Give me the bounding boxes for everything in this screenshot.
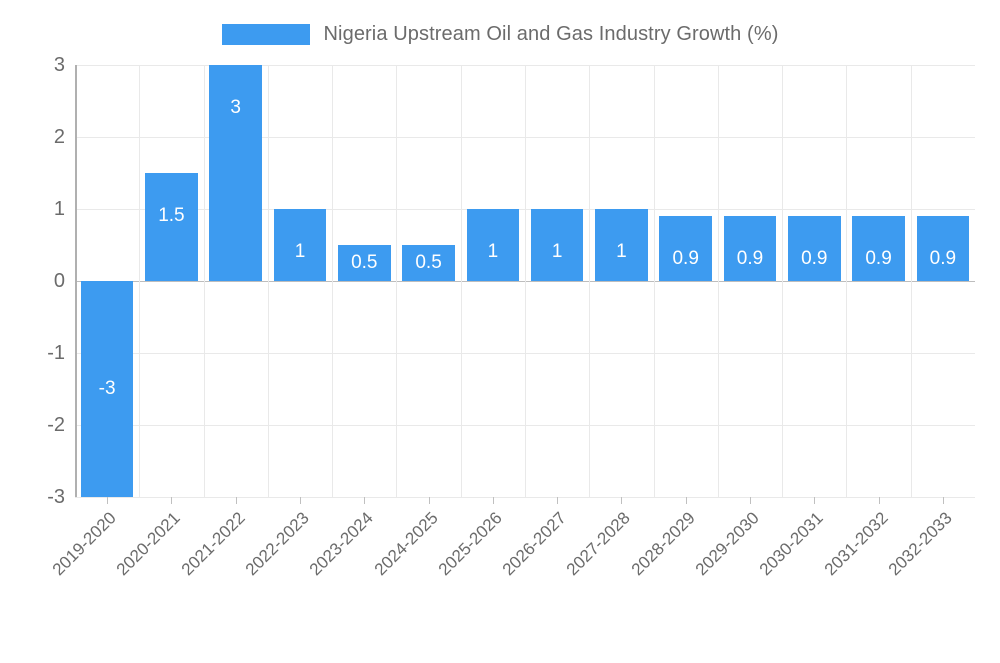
bar[interactable]: 1 (530, 209, 584, 281)
x-axis-tick-mark (750, 497, 751, 504)
bar[interactable]: 3 (209, 65, 263, 281)
bar-value-label: 1 (616, 241, 627, 262)
x-axis-tick-mark (685, 497, 687, 504)
bar-value-label: 0.9 (801, 248, 828, 270)
gridline-vertical (653, 65, 655, 497)
bar[interactable]: 0.9 (723, 216, 777, 281)
bar[interactable]: 0.9 (787, 216, 841, 281)
chart-legend: Nigeria Upstream Oil and Gas Industry Gr… (0, 20, 1000, 48)
x-axis-tick-labels: 2019-2020 2020-2021 2021-2022 2022-2023 2023… (49, 497, 975, 600)
legend-label: Nigeria Upstream Oil and Gas Industry Gr… (323, 23, 779, 45)
bar[interactable]: -3 (80, 281, 134, 497)
bar-value-label: 1 (294, 241, 306, 262)
x-axis-tick-mark (235, 497, 237, 504)
bar-value-label: 0.5 (415, 252, 442, 273)
x-axis-tick-mark (300, 497, 301, 504)
bar-value-label: 0.9 (672, 248, 699, 270)
x-axis-tick-mark (364, 497, 366, 504)
bar-value-label: 3 (230, 97, 241, 118)
bar-value-label: 0.9 (736, 248, 764, 270)
x-axis-tick-mark (171, 497, 173, 504)
bar[interactable]: 0.5 (337, 245, 391, 281)
x-axis-tick-mark (621, 497, 623, 504)
y-axis-tick-label: -1 (47, 342, 65, 364)
y-axis-tick-label: 1 (53, 198, 65, 220)
bar[interactable]: 1 (466, 209, 520, 281)
bar-value-label: 0.9 (865, 248, 892, 270)
gridline-vertical (782, 65, 784, 497)
gridline-vertical (846, 65, 848, 497)
bar[interactable]: 0.9 (916, 216, 970, 281)
x-axis-tick-mark (814, 497, 816, 504)
bar-value-label: 0.9 (929, 248, 957, 270)
gridline-vertical (525, 65, 526, 497)
bar[interactable]: 1 (273, 209, 327, 281)
plot-area: -3 1.5 3 1 0.5 0.5 1 1 1 0.9 0.9 0.9 0.9 0.9 (75, 65, 975, 498)
bar[interactable]: 0.5 (402, 245, 455, 281)
x-axis-tick-mark (557, 497, 559, 504)
y-axis-tick-label: -3 (47, 486, 65, 508)
y-axis-tick-label: -2 (47, 414, 65, 436)
bar-value-label: -3 (98, 378, 116, 399)
x-axis-tick-mark (107, 497, 109, 504)
gridline-vertical (203, 65, 205, 497)
bar[interactable]: 1.5 (145, 173, 198, 281)
gridline-vertical (460, 65, 462, 497)
legend-color-swatch (221, 23, 310, 45)
y-axis-tick-label: 3 (53, 54, 65, 76)
y-axis-tick-label: 2 (53, 126, 65, 148)
y-axis-line (75, 65, 77, 497)
bar-value-label: 0.5 (351, 252, 378, 273)
bar[interactable]: 0.9 (659, 216, 713, 281)
bar-value-label: 1 (487, 241, 499, 262)
bar-chart: Nigeria Upstream Oil and Gas Industry Gr… (0, 20, 1000, 600)
gridline-vertical (717, 65, 719, 497)
bar[interactable]: 1 (595, 209, 648, 281)
gridline-vertical (396, 65, 398, 497)
gridline-vertical (139, 65, 141, 497)
x-axis-tick-mark (942, 497, 944, 504)
gridline-vertical (589, 65, 591, 497)
gridline-vertical (267, 65, 269, 497)
x-axis-tick-mark (492, 497, 494, 504)
y-axis-tick-labels: 3 2 1 0 -1 -2 -3 (0, 55, 75, 507)
bar-value-label: 1 (551, 241, 563, 262)
gridline-vertical (910, 65, 912, 497)
bar-value-label: 1.5 (158, 205, 185, 226)
bar[interactable]: 0.9 (852, 216, 905, 281)
gridline-vertical (332, 65, 334, 497)
x-axis-tick-mark (878, 497, 880, 504)
y-axis-tick-label: 0 (53, 270, 65, 292)
gridline-horizontal (75, 497, 975, 498)
x-axis-tick-mark (428, 497, 430, 504)
